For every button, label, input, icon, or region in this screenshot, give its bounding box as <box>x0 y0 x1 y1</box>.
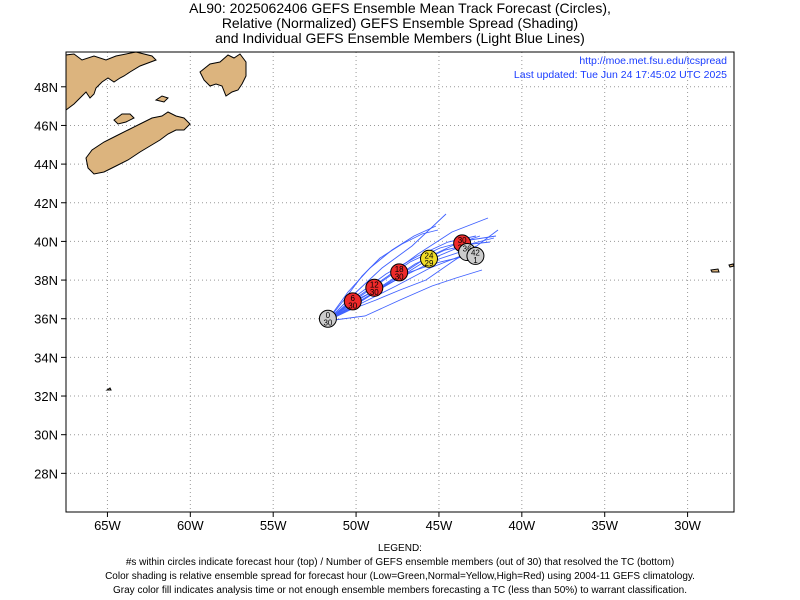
forecast-hour-label: 42 <box>471 248 480 257</box>
forecast-hour-label: 24 <box>425 251 434 260</box>
lon-tick-label: 35W <box>591 518 618 533</box>
source-url[interactable]: http://moe.met.fsu.edu/tcspread <box>579 55 727 67</box>
legend-line-3: Gray color fill indicates analysis time … <box>113 585 687 596</box>
legend-heading: LEGEND: <box>378 543 422 554</box>
map-frame <box>65 51 735 513</box>
lat-tick-label: 40N <box>34 234 58 249</box>
lat-tick-label: 48N <box>34 80 58 95</box>
track-circle <box>390 263 409 282</box>
lat-tick-label: 46N <box>34 118 58 133</box>
lon-tick-label: 40W <box>508 518 535 533</box>
last-updated: Last updated: Tue Jun 24 17:45:02 UTC 20… <box>514 69 727 81</box>
member-track <box>326 245 477 322</box>
track-point: 630 <box>343 292 362 311</box>
lon-tick-label: 55W <box>260 518 287 533</box>
lon-tick-label: 45W <box>426 518 453 533</box>
lon-tick-label: 60W <box>177 518 204 533</box>
lon-tick-label: 65W <box>94 518 121 533</box>
forecast-hour-label: 6 <box>351 294 356 303</box>
lon-tick-label: 50W <box>343 518 370 533</box>
lat-tick-label: 44N <box>34 157 58 172</box>
land-pei <box>113 113 135 125</box>
land-maritimes <box>65 51 157 111</box>
title-line-3: and Individual GEFS Ensemble Members (Li… <box>215 30 585 46</box>
legend-line-1: #s within circles indicate forecast hour… <box>125 557 675 568</box>
member-count-label: 30 <box>323 319 332 328</box>
gridlines <box>66 52 734 512</box>
track-circle <box>318 309 337 328</box>
lat-tick-label: 38N <box>34 273 58 288</box>
mean-track-circles: 030630123018302429302636421 <box>318 234 485 328</box>
forecast-hour-label: 30 <box>458 236 467 245</box>
lat-tick-label: 30N <box>34 428 58 443</box>
lat-tick-label: 42N <box>34 196 58 211</box>
lat-tick-label: 28N <box>34 466 58 481</box>
land-azores-b <box>728 263 735 268</box>
member-count-label: 30 <box>348 301 357 310</box>
member-count-label: 1 <box>473 256 478 265</box>
land-newfoundland <box>199 53 247 97</box>
track-point: 030 <box>318 309 337 328</box>
lat-tick-label: 34N <box>34 350 58 365</box>
member-count-label: 30 <box>395 272 404 281</box>
title-line-2: Relative (Normalized) GEFS Ensemble Spre… <box>221 15 579 31</box>
land-anticosti <box>154 95 169 103</box>
title-line-1: AL90: 2025062406 GEFS Ensemble Mean Trac… <box>189 0 611 16</box>
land-masses <box>65 51 735 391</box>
axes: 65W 60W 55W 50W 45W 40W 35W 30W 48N 46N 44N 42N 40N 3… <box>34 80 702 533</box>
member-track <box>326 269 483 322</box>
member-count-label: 30 <box>370 288 379 297</box>
lon-tick-label: 30W <box>674 518 701 533</box>
forecast-hour-label: 36 <box>463 245 472 254</box>
track-circle <box>343 292 362 311</box>
forecast-hour-label: 12 <box>370 280 379 289</box>
forecast-hour-label: 18 <box>395 265 404 274</box>
map-plot: 030630123018302429302636421 http://moe.m… <box>34 51 735 533</box>
legend-line-2: Color shading is relative ensemble sprea… <box>105 571 695 582</box>
chart-title: AL90: 2025062406 GEFS Ensemble Mean Trac… <box>0 1 800 46</box>
track-circle <box>466 246 485 265</box>
track-circle <box>365 278 384 297</box>
track-circle <box>420 249 439 268</box>
land-nova-scotia <box>85 111 191 175</box>
member-track <box>326 225 437 322</box>
land-bermuda <box>105 387 112 391</box>
member-count-label: 29 <box>425 259 434 268</box>
member-track <box>326 213 447 322</box>
legend: LEGEND: #s within circles indicate forec… <box>0 542 800 598</box>
forecast-hour-label: 0 <box>326 311 331 320</box>
lat-tick-label: 36N <box>34 312 58 327</box>
land-azores-a <box>710 268 720 273</box>
lat-tick-label: 32N <box>34 389 58 404</box>
track-point: 421 <box>466 246 485 265</box>
